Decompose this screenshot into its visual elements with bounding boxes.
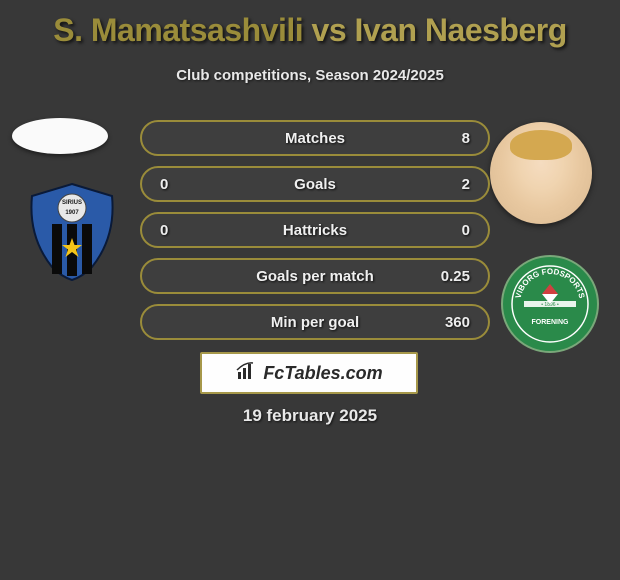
stat-row-goals: 0 Goals 2 [140, 166, 490, 202]
player2-name: Ivan Naesberg [355, 12, 567, 48]
stat-right-value: 2 [434, 176, 470, 193]
chart-icon [235, 360, 257, 387]
player2-club-badge: VIBORG FODSPORTS FORENING • 1896 • [500, 254, 600, 354]
stat-row-gpm: Goals per match 0.25 [140, 258, 490, 294]
stat-right-value: 0 [434, 222, 470, 239]
vs-label: vs [312, 12, 347, 48]
branding-text: FcTables.com [263, 363, 382, 384]
comparison-title: S. Mamatsashvili vs Ivan Naesberg [0, 0, 620, 49]
player1-name: S. Mamatsashvili [53, 12, 303, 48]
branding-box: FcTables.com [200, 352, 418, 394]
svg-text:1907: 1907 [65, 210, 79, 216]
stat-row-mpg: Min per goal 360 [140, 304, 490, 340]
stat-left-value: 0 [160, 222, 196, 239]
player1-club-badge: SIRIUS 1907 [22, 182, 122, 282]
svg-text:SIRIUS: SIRIUS [62, 200, 82, 206]
subtitle: Club competitions, Season 2024/2025 [0, 67, 620, 84]
date-label: 19 february 2025 [0, 406, 620, 426]
stat-row-hattricks: 0 Hattricks 0 [140, 212, 490, 248]
player2-avatar [490, 122, 592, 224]
player1-avatar [12, 118, 108, 154]
stat-right-value: 360 [434, 314, 470, 331]
stat-right-value: 0.25 [434, 268, 470, 285]
stats-container: Matches 8 0 Goals 2 0 Hattricks 0 Goals … [140, 120, 490, 350]
stat-row-matches: Matches 8 [140, 120, 490, 156]
stat-left-value: 0 [160, 176, 196, 193]
stat-right-value: 8 [434, 130, 470, 147]
svg-text:FORENING: FORENING [532, 319, 570, 326]
